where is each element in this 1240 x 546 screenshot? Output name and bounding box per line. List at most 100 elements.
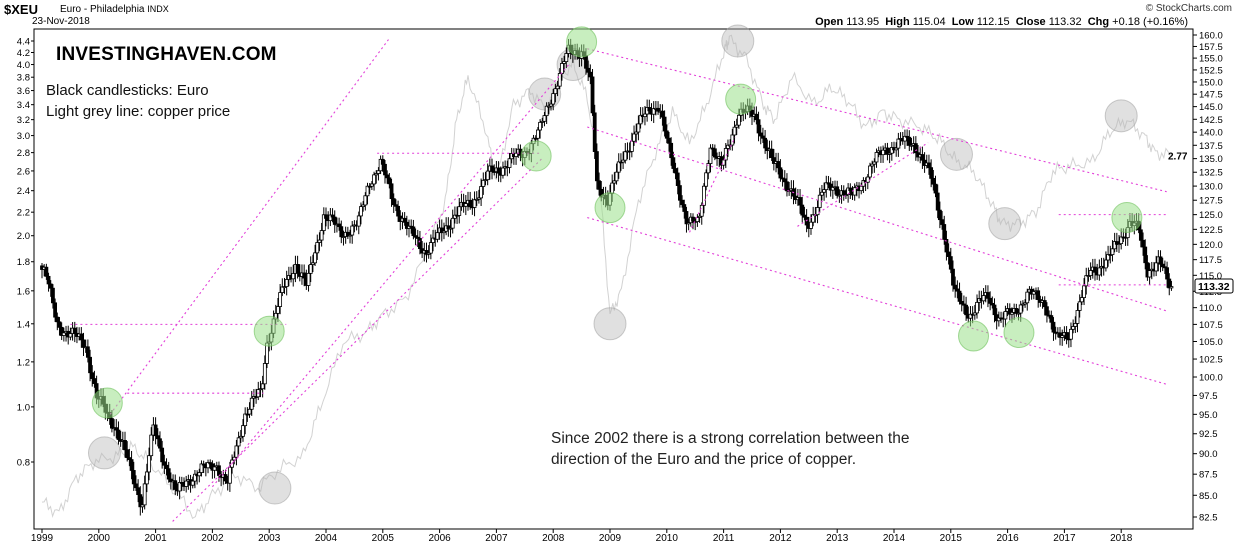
candle-body (391, 198, 396, 206)
candle-body (479, 186, 484, 199)
copper-turning-point-circle (593, 307, 627, 341)
right-tick-label: 147.5 (1199, 90, 1223, 101)
candle-body (418, 238, 422, 250)
candle-body (61, 332, 66, 336)
right-tick-label: 127.5 (1199, 196, 1223, 207)
candle-body (881, 149, 885, 156)
candle-body (702, 185, 706, 206)
candle-body (332, 216, 337, 225)
candle-body (310, 262, 315, 265)
right-tick-label: 160.0 (1199, 31, 1223, 42)
euro-turning-point-circle (725, 83, 757, 115)
right-tick-label: 152.5 (1199, 65, 1223, 76)
euro-turning-point-circle (958, 320, 990, 352)
left-tick-label: 3.2 (17, 115, 30, 126)
open-value: 113.95 (846, 16, 880, 28)
candle-body (356, 215, 361, 227)
candle-body (931, 177, 936, 185)
candle-body (313, 252, 317, 264)
candle-body (92, 378, 97, 384)
right-tick-label: 125.0 (1199, 210, 1223, 221)
candle-body (324, 214, 328, 219)
high-label: High (885, 16, 910, 28)
candle-body (426, 252, 431, 255)
candle-body (909, 144, 914, 147)
candle-body (125, 449, 130, 459)
candle-body (623, 151, 628, 161)
candle-body (865, 176, 870, 183)
candle-body (1069, 328, 1073, 340)
copper-turning-point-circle (87, 436, 121, 470)
candle-body (708, 147, 713, 164)
candle-body (411, 226, 416, 237)
low-value: 112.15 (976, 16, 1010, 28)
candle-body (234, 445, 239, 458)
copper-last-value-label: 2.77 (1168, 151, 1188, 162)
candle-body (1007, 308, 1012, 315)
candle-body (1064, 332, 1069, 340)
candle-body (638, 114, 643, 125)
x-tick-label: 2006 (428, 533, 451, 544)
candle-body (282, 286, 287, 289)
candle-body (885, 147, 890, 155)
candle-body (1018, 304, 1023, 314)
candle-body (155, 435, 160, 440)
candle-body (551, 93, 556, 105)
candle-body (249, 397, 254, 410)
candle-body (586, 67, 591, 73)
candle-body (387, 177, 392, 185)
candle-body (1023, 302, 1027, 305)
candle-body (660, 110, 665, 118)
candle-body (1016, 312, 1021, 315)
candle-body (439, 227, 444, 234)
candle-body (771, 157, 776, 164)
right-tick-label: 82.5 (1199, 513, 1218, 524)
left-tick-label: 2.2 (17, 208, 30, 219)
candle-body (276, 306, 280, 314)
candle-body (986, 292, 990, 299)
candle-body (538, 121, 542, 131)
candle-body (1145, 262, 1150, 278)
trend-line (211, 62, 571, 488)
candle-body (564, 53, 569, 63)
candle-body (1110, 248, 1115, 256)
candle-body (1051, 321, 1056, 333)
candle-body (501, 167, 505, 176)
x-tick-label: 2015 (940, 533, 963, 544)
x-tick-label: 2008 (542, 533, 565, 544)
candle-body (450, 217, 455, 229)
candle-body (542, 115, 547, 122)
right-tick-label: 95.0 (1199, 410, 1218, 421)
candle-body (208, 462, 213, 465)
candle-body (981, 295, 986, 302)
left-tick-label: 1.4 (17, 319, 30, 330)
candle-body (348, 234, 352, 237)
candle-body (48, 283, 53, 289)
candle-body (153, 424, 158, 437)
euro-turning-point-circle (520, 140, 552, 172)
candle-body (383, 163, 387, 176)
right-tick-label: 142.5 (1199, 115, 1223, 126)
x-tick-label: 2003 (258, 533, 281, 544)
right-tick-label: 117.5 (1199, 255, 1222, 266)
close-label: Close (1015, 16, 1046, 28)
candle-body (55, 316, 60, 323)
left-tick-label: 2.8 (17, 148, 30, 159)
candle-body (1138, 229, 1143, 241)
right-tick-label: 132.5 (1199, 168, 1223, 179)
right-tick-label: 87.5 (1199, 470, 1218, 481)
candle-body (446, 225, 451, 230)
x-tick-label: 2010 (656, 533, 679, 544)
copper-price-line (41, 34, 1173, 520)
left-tick-label: 3.8 (17, 73, 30, 84)
candle-body (236, 437, 241, 447)
candle-body (46, 275, 51, 285)
candle-body (1167, 278, 1172, 289)
candle-body (680, 199, 684, 205)
candle-body (1003, 311, 1008, 320)
candle-body (79, 333, 84, 341)
candle-body (474, 198, 479, 201)
candle-body (734, 124, 739, 128)
candle-body (837, 194, 842, 197)
x-tick-label: 2004 (315, 533, 338, 544)
